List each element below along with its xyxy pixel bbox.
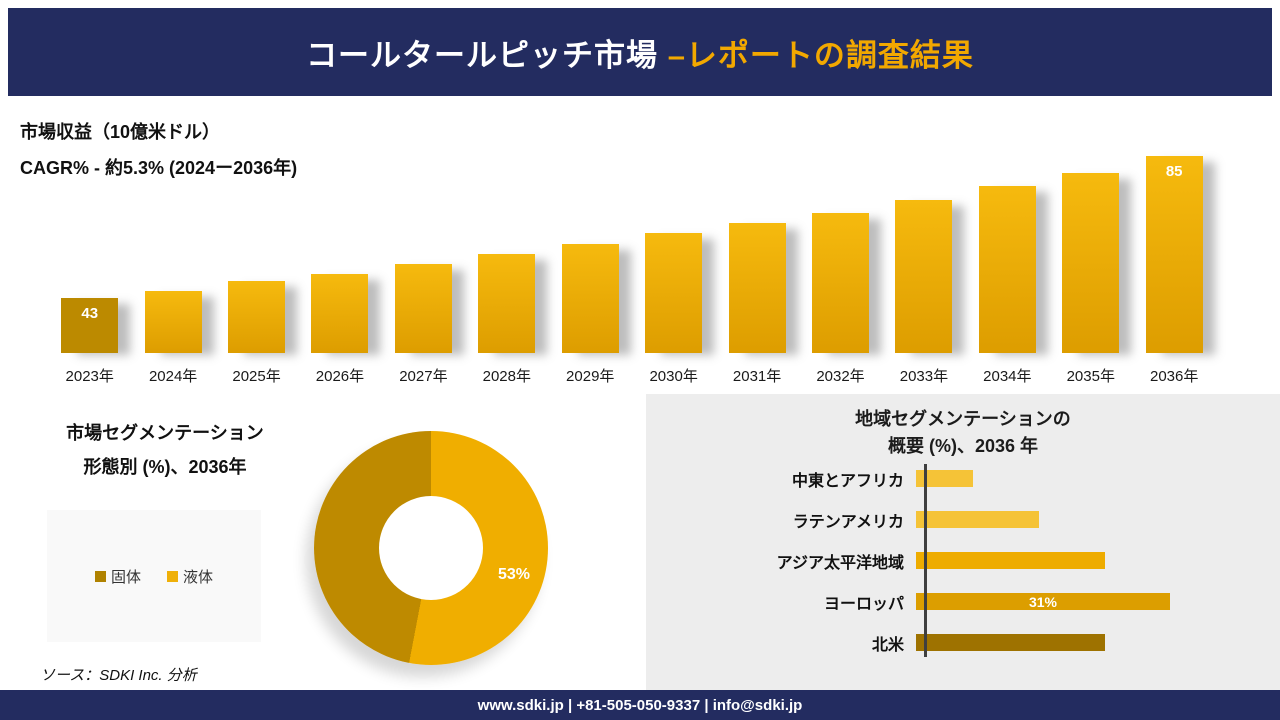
region-bar-chart: 中東とアフリカ ラテンアメリカアジア太平洋地域ヨーロッパ 31% 北米: [646, 458, 1280, 663]
region-row: ラテンアメリカ: [646, 499, 1280, 540]
region-row: ヨーロッパ 31%: [646, 581, 1280, 622]
region-label: アジア太平洋地域: [776, 554, 904, 572]
revenue-bar-year-label: 2025年: [232, 368, 281, 385]
region-bar: [916, 470, 973, 487]
legend-item-liquid: 液体: [167, 566, 213, 587]
region-title-line2: 概要 (%)、2036 年: [887, 436, 1039, 456]
revenue-bar-year-label: 2032年: [816, 368, 865, 385]
region-title: 地域セグメンテーションの 概要 (%)、2036 年: [646, 406, 1280, 460]
regional-segmentation-panel: 地域セグメンテーションの 概要 (%)、2036 年 中東とアフリカ ラテンアメリ…: [646, 394, 1280, 690]
revenue-bar-column: 2032年: [799, 213, 882, 386]
revenue-bar: 85: [1145, 156, 1203, 353]
revenue-bar-year-label: 2030年: [649, 368, 698, 385]
revenue-bar-value-label: 85: [1165, 163, 1183, 180]
header-banner: コールタールピッチ市場 –レポートの調査結果: [8, 8, 1272, 96]
revenue-bar-column: 2033年: [882, 200, 965, 386]
revenue-bar-year-label: 2024年: [148, 368, 198, 385]
donut-legend: 固体 液体: [47, 510, 261, 642]
revenue-chart-section: 市場収益（10億米ドル） CAGR% - 約5.3% (2024ー2036年) …: [0, 96, 1280, 394]
revenue-bar-year-label: 2023年: [65, 368, 114, 385]
revenue-bar-year-label: 2026年: [315, 368, 365, 385]
revenue-bar-column: 2034年: [966, 186, 1049, 386]
revenue-bar: 43: [61, 298, 119, 353]
donut-hole: [379, 496, 483, 600]
donut-chart: 53%: [314, 431, 548, 665]
page-title-main: コールタールピッチ市場: [306, 37, 668, 73]
region-bar: [916, 511, 1039, 528]
revenue-bar: [895, 200, 953, 353]
revenue-metric-label: 市場収益（10億米ドル）: [20, 122, 221, 142]
revenue-bar-year-label: 2035年: [1066, 368, 1115, 385]
revenue-bar-column: 2026年: [298, 274, 381, 386]
revenue-bar-year-label: 2034年: [983, 368, 1032, 385]
footer-contact-text: www.sdki.jp | +81-505-050-9337 | info@sd…: [477, 696, 803, 714]
region-bar: 31%: [916, 593, 1170, 610]
region-row: 北米: [646, 622, 1280, 663]
revenue-bar: [394, 264, 452, 353]
revenue-bar: [728, 223, 786, 353]
form-segmentation-panel: 市場セグメンテーション 形態別 (%)、2036年 固体 液体 53% ソース：…: [0, 394, 644, 690]
revenue-bar: [228, 281, 286, 353]
revenue-bar-column: 2025年: [215, 281, 298, 386]
revenue-bar-value-label: 43: [81, 305, 99, 322]
region-row: 中東とアフリカ: [646, 458, 1280, 499]
region-title-line1: 地域セグメンテーションの: [855, 409, 1071, 429]
revenue-bar: [561, 244, 619, 353]
revenue-bar-column: 2030年: [632, 233, 715, 386]
revenue-bar: [311, 274, 369, 353]
revenue-bar: [645, 233, 703, 353]
revenue-bar-column: 43 2023年: [48, 298, 131, 386]
legend-label-solid: 固体: [110, 568, 141, 586]
revenue-bar-year-label: 2029年: [566, 368, 615, 385]
region-label: ラテンアメリカ: [792, 513, 904, 531]
region-row: アジア太平洋地域: [646, 540, 1280, 581]
revenue-bar: [1062, 173, 1120, 353]
revenue-bar-year-label: 2027年: [399, 368, 448, 385]
revenue-bar-column: 85 2036年: [1132, 156, 1215, 386]
cagr-label: CAGR% - 約5.3% (2024ー2036年): [20, 158, 298, 178]
revenue-bar-column: 2029年: [549, 244, 632, 386]
revenue-bar-year-label: 2036年: [1150, 368, 1199, 385]
revenue-bar: [478, 254, 536, 353]
segmentation-title-line2: 形態別 (%)、2036年: [83, 457, 247, 477]
revenue-bar-column: 2027年: [382, 264, 465, 386]
region-bar-value-label: 31%: [1028, 593, 1058, 610]
donut-share-label: 53%: [497, 566, 531, 583]
legend-swatch-liquid: [167, 570, 178, 582]
source-note: ソース：SDKI Inc. 分析: [40, 667, 197, 684]
region-bar: [916, 634, 1105, 651]
page-title-accent: –レポートの調査結果: [667, 37, 974, 73]
revenue-bar: [978, 186, 1036, 353]
region-bar: [916, 552, 1105, 569]
revenue-bar-column: 2035年: [1049, 173, 1132, 386]
revenue-bar-year-label: 2031年: [732, 368, 782, 385]
region-axis-line: [924, 464, 927, 657]
legend-swatch-solid: [94, 570, 106, 582]
revenue-bar-chart: 43 2023年 2024年 2025年 2026年 2027年 2028年 2029年 203…: [48, 156, 1216, 386]
revenue-bar-column: 2031年: [715, 223, 798, 386]
revenue-bar-column: 2024年: [131, 291, 214, 386]
revenue-bar: [144, 291, 202, 353]
revenue-bar: [812, 213, 869, 353]
page-title: コールタールピッチ市場 –レポートの調査結果: [306, 30, 974, 75]
legend-item-solid: 固体: [94, 566, 141, 587]
region-label: 中東とアフリカ: [791, 472, 904, 490]
segmentation-title-line1: 市場セグメンテーション: [66, 423, 264, 443]
revenue-bar-year-label: 2033年: [899, 368, 949, 385]
revenue-bar-column: 2028年: [465, 254, 548, 386]
region-label: ヨーロッパ: [823, 595, 904, 613]
region-label: 北米: [871, 636, 904, 654]
legend-label-liquid: 液体: [183, 568, 214, 586]
revenue-bar-year-label: 2028年: [482, 368, 531, 385]
footer-banner: www.sdki.jp | +81-505-050-9337 | info@sd…: [0, 690, 1280, 720]
segmentation-title: 市場セグメンテーション 形態別 (%)、2036年: [20, 416, 310, 484]
